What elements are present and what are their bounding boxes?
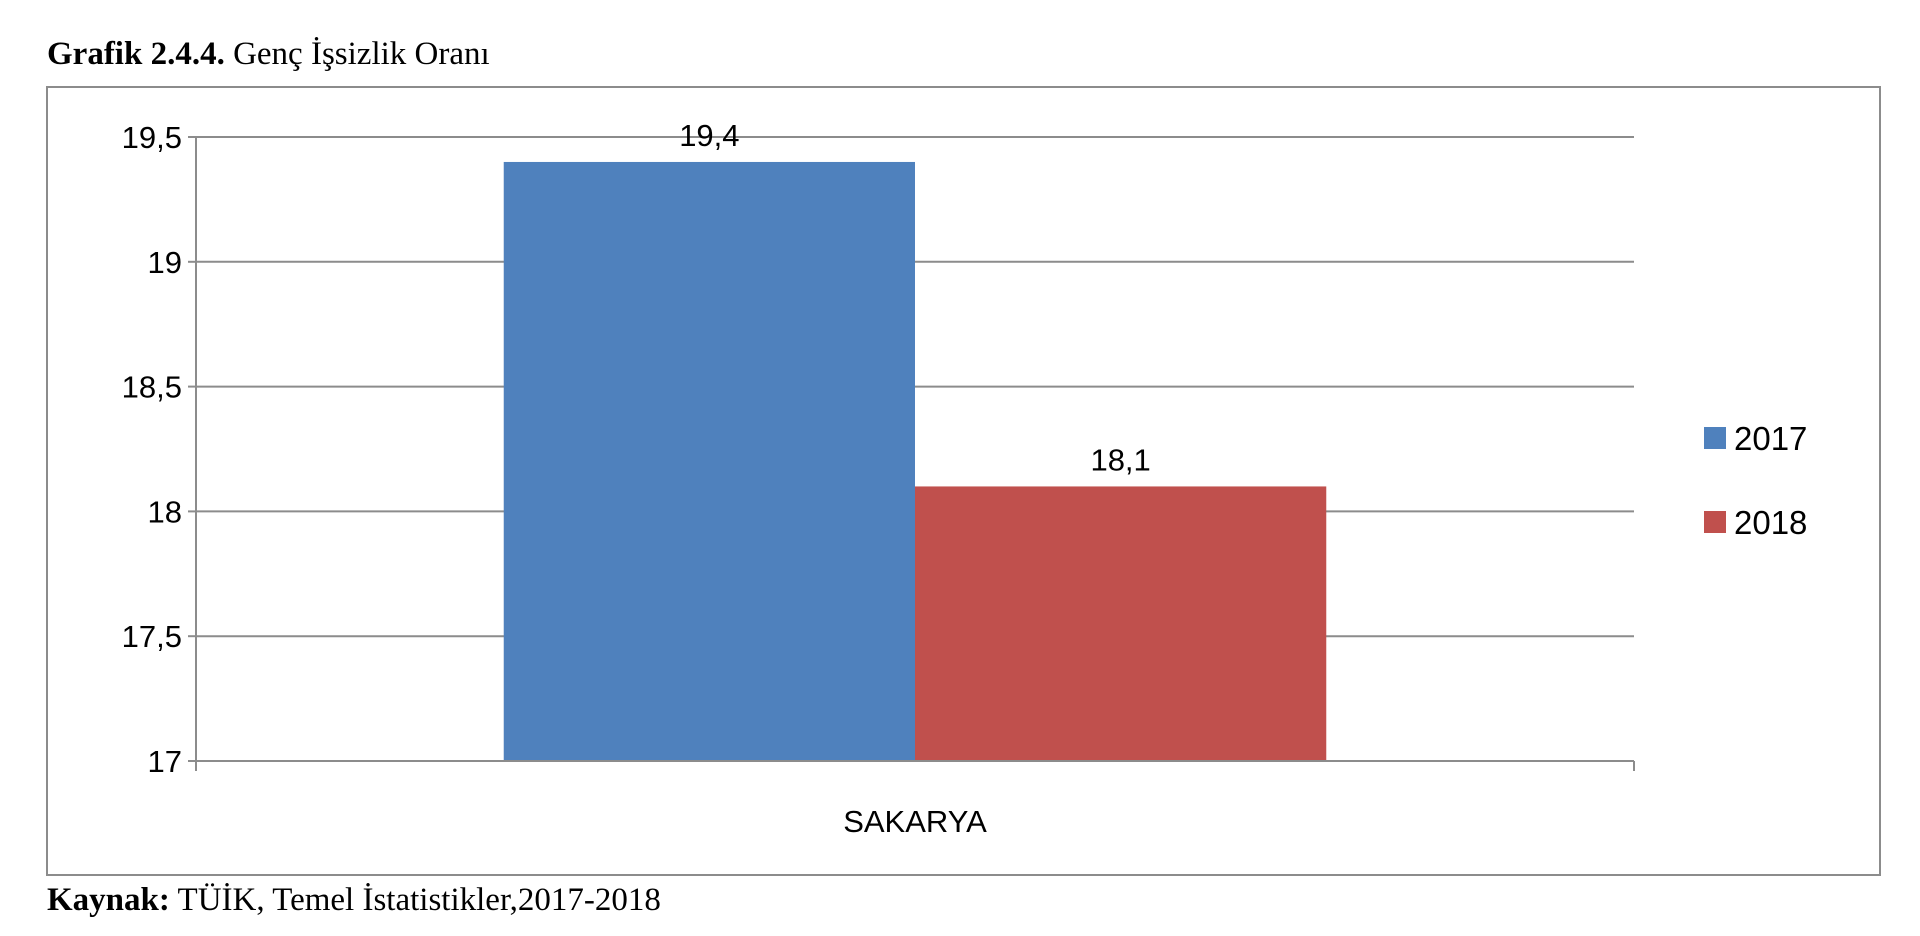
source-text: TÜİK, Temel İstatistikler,2017-2018 (177, 882, 661, 918)
x-category-label: SAKARYA (843, 804, 987, 839)
legend-swatch-2018 (1704, 511, 1726, 533)
bar-2017 (503, 161, 915, 762)
y-tick-label: 19,5 (122, 120, 182, 155)
y-tick-label: 19 (148, 245, 182, 280)
chart-caption: Grafik 2.4.4. Genç İşsizlik Oranı (47, 34, 490, 74)
data-label-2017: 19,4 (679, 118, 739, 153)
caption-title: Genç İşsizlik Oranı (233, 36, 490, 72)
y-tick-label: 18 (148, 494, 182, 529)
data-label-2018: 18,1 (1090, 442, 1150, 477)
labels: 19,4 18,1 SAKARYA (679, 118, 1151, 839)
bars (503, 161, 1327, 762)
bar-2018 (915, 486, 1327, 761)
caption-label: Grafik 2.4.4. (47, 36, 225, 72)
legend: 2017 2018 (1704, 420, 1807, 541)
axes: 17 17,5 18 18,5 19 19,5 (122, 120, 1635, 779)
y-tick-label: 17 (148, 744, 182, 779)
source-label: Kaynak: (47, 882, 170, 918)
y-tick-label: 18,5 (122, 370, 182, 405)
chart-frame: 17 17,5 18 18,5 19 19,5 19,4 18,1 SAKARYA 2017 2… (46, 86, 1881, 876)
y-tick-label: 17,5 (122, 619, 182, 654)
legend-label-2018: 2018 (1734, 504, 1807, 541)
source-note: Kaynak: TÜİK, Temel İstatistikler,2017-2… (47, 880, 661, 920)
legend-label-2017: 2017 (1734, 420, 1807, 457)
legend-swatch-2017 (1704, 427, 1726, 449)
